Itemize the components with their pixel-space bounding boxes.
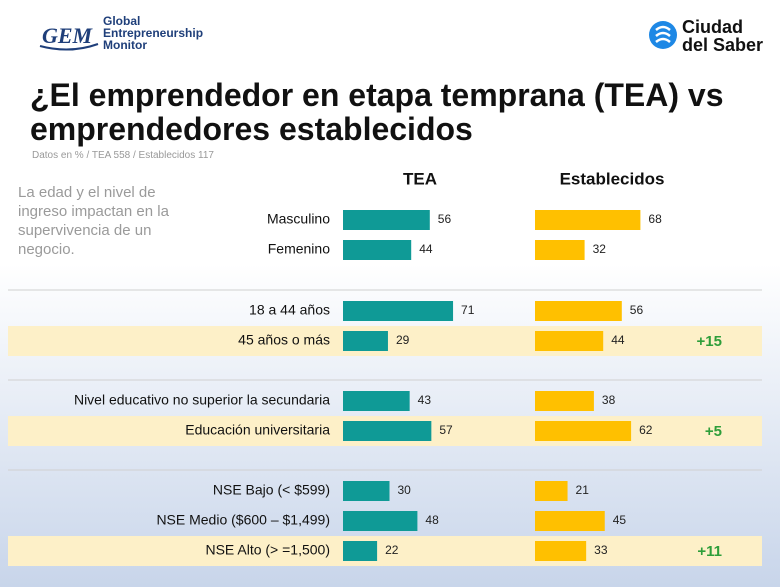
bar [535, 511, 605, 531]
value-label: 43 [418, 393, 432, 407]
bar [343, 301, 454, 321]
value-label: 56 [630, 303, 644, 317]
bar [535, 541, 587, 561]
series-header: TEA [403, 169, 437, 188]
gem-text: Global [103, 14, 140, 28]
gem-text: Entrepreneurship [103, 26, 203, 40]
bar [535, 301, 622, 321]
gem-text: Monitor [103, 38, 147, 52]
category-label: 18 a 44 años [249, 302, 330, 318]
partner-name: del Saber [682, 35, 763, 55]
value-label: 32 [593, 242, 607, 256]
value-label: 56 [438, 212, 452, 226]
bar [343, 210, 430, 230]
value-label: 29 [396, 333, 410, 347]
bar [343, 240, 412, 260]
difference-label: +5 [705, 423, 722, 440]
gem-swoosh [39, 43, 99, 51]
partner-icon-waves [655, 25, 671, 43]
value-label: 45 [613, 513, 627, 527]
value-label: 22 [385, 543, 399, 557]
category-label: NSE Bajo (< $599) [213, 482, 330, 498]
value-label: 68 [648, 212, 662, 226]
value-label: 21 [576, 483, 590, 497]
category-label: Femenino [268, 241, 330, 257]
bar [343, 481, 390, 501]
chart: Masculino 56 68 Femenino 44 32 18 a 44 años 71 5… [8, 169, 762, 566]
category-label: 45 años o más [238, 332, 330, 348]
bar [343, 541, 378, 561]
category-label: Educación universitaria [185, 422, 330, 438]
value-label: 48 [425, 513, 439, 527]
category-label: NSE Alto (> =1,500) [205, 542, 330, 558]
value-label: 44 [419, 242, 433, 256]
value-label: 57 [439, 423, 453, 437]
bar [343, 391, 410, 411]
highlight-row [8, 536, 762, 566]
bar [535, 210, 641, 230]
bar [535, 331, 604, 351]
difference-label: +15 [697, 333, 722, 350]
value-label: 38 [602, 393, 616, 407]
category-label: Masculino [267, 211, 330, 227]
category-label: NSE Medio ($600 – $1,499) [156, 512, 330, 528]
value-label: 33 [594, 543, 608, 557]
partner-icon [649, 21, 677, 49]
bar [535, 391, 594, 411]
gem-logo: GEM [42, 23, 94, 48]
title: ¿El emprendedor en etapa temprana (TEA) … [30, 77, 724, 147]
category-label: Nivel educativo no superior la secundari… [74, 392, 330, 408]
note: La edad y el nivel de ingreso impactan e… [18, 184, 169, 258]
bar [535, 240, 585, 260]
bar [535, 421, 632, 441]
value-label: 44 [611, 333, 625, 347]
bar [343, 421, 432, 441]
subtitle: Datos en % / TEA 558 / Establecidos 117 [32, 150, 214, 161]
value-label: 71 [461, 303, 475, 317]
difference-label: +11 [697, 543, 722, 560]
value-label: 62 [639, 423, 653, 437]
partner-name: Ciudad [682, 17, 743, 37]
bar [343, 331, 388, 351]
series-header: Establecidos [560, 169, 665, 188]
value-label: 30 [398, 483, 412, 497]
bar [343, 511, 418, 531]
bar [535, 481, 568, 501]
